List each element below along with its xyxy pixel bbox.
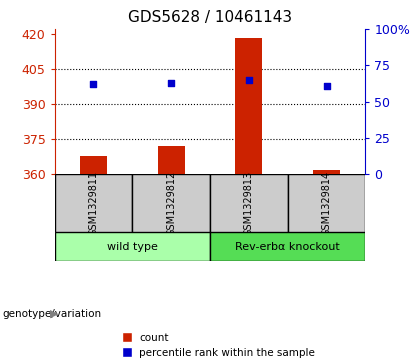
Bar [132,174,210,232]
Bar [80,155,107,174]
Text: Rev-erbα knockout: Rev-erbα knockout [235,242,340,252]
Text: wild type: wild type [107,242,158,252]
Point [168,80,175,86]
Bar [158,146,185,174]
Text: GSM1329812: GSM1329812 [166,171,176,236]
Bar [55,232,210,261]
Text: GSM1329811: GSM1329811 [89,171,98,236]
Legend: count, percentile rank within the sample: count, percentile rank within the sample [123,333,315,358]
Text: genotype/variation: genotype/variation [2,309,101,319]
Text: GSM1329814: GSM1329814 [322,171,331,236]
Bar [55,174,132,232]
Point [245,77,252,83]
Bar [235,38,262,174]
Point [323,83,330,89]
Bar [313,170,340,174]
Point [90,81,97,87]
Text: GSM1329813: GSM1329813 [244,171,254,236]
Title: GDS5628 / 10461143: GDS5628 / 10461143 [128,10,292,25]
Bar [210,232,365,261]
Bar [288,174,365,232]
Bar [210,174,288,232]
Text: ▶: ▶ [50,309,58,319]
